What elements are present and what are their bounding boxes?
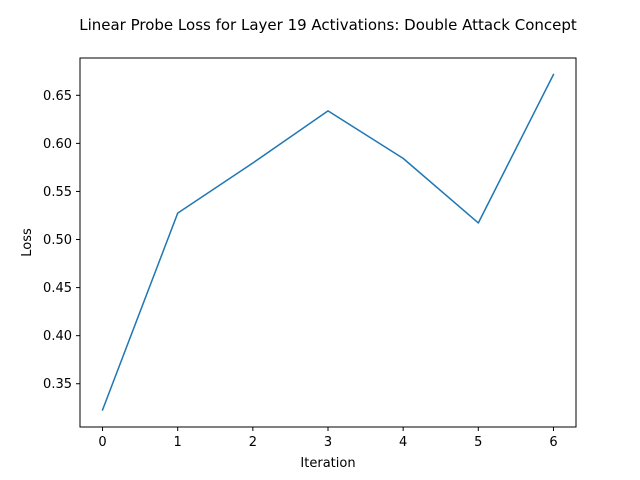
y-tick-label: 0.55 (43, 185, 72, 200)
series-layer (101, 73, 555, 411)
series-line-0 (101, 73, 555, 411)
y-axis-ticks: 0.35 0.40 0.45 0.50 0.55 0.60 0.65 (43, 89, 80, 392)
chart-title: Linear Probe Loss for Layer 19 Activatio… (79, 16, 577, 34)
x-tick-label: 2 (249, 435, 257, 450)
x-axis-label: Iteration (300, 456, 355, 471)
y-tick-label: 0.50 (43, 233, 72, 248)
x-tick-label: 0 (98, 435, 106, 450)
y-tick-label: 0.65 (43, 89, 72, 104)
x-tick-label: 4 (399, 435, 407, 450)
y-tick-label: 0.40 (43, 329, 72, 344)
y-tick-label: 0.45 (43, 281, 72, 296)
x-tick-label: 5 (474, 435, 482, 450)
x-tick-label: 3 (324, 435, 332, 450)
x-tick-label: 6 (549, 435, 557, 450)
x-axis-ticks: 0 1 2 3 4 5 6 (98, 427, 558, 450)
y-tick-label: 0.60 (43, 137, 72, 152)
y-axis-label: Loss (20, 228, 35, 257)
y-tick-label: 0.35 (43, 377, 72, 392)
x-tick-label: 1 (174, 435, 182, 450)
plot-frame (79, 57, 577, 428)
